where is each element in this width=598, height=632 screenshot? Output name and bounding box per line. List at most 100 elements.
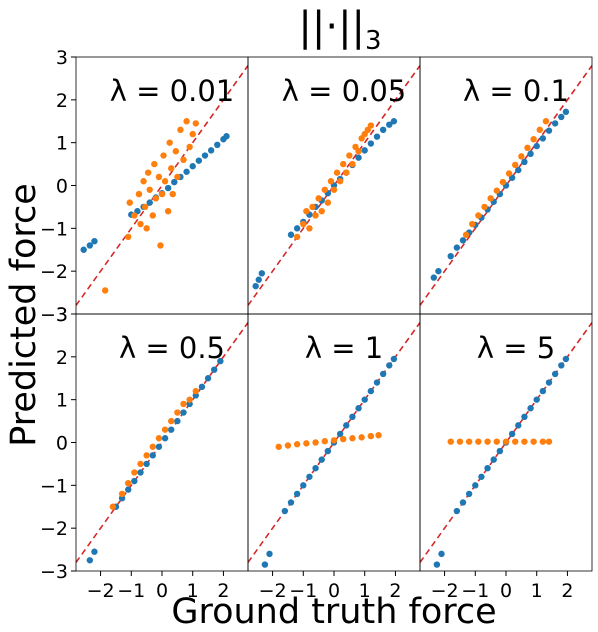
data-point (255, 276, 262, 283)
diagonal-reference-line (248, 322, 420, 563)
y-tick-label: 0 (56, 433, 68, 455)
x-tick-label: 2 (389, 580, 401, 602)
data-point (367, 140, 375, 147)
plot-area (420, 322, 592, 568)
data-point (355, 148, 362, 155)
data-point (527, 405, 534, 412)
data-point (143, 225, 150, 232)
data-point (465, 438, 473, 445)
data-point (284, 442, 292, 449)
data-point (131, 212, 138, 219)
data-point (217, 357, 224, 365)
data-point (168, 165, 175, 172)
x-tick-label: 1 (531, 580, 543, 602)
data-point (151, 160, 158, 168)
x-tick-label: −1 (289, 580, 317, 602)
x-tick-label: 0 (156, 580, 168, 602)
data-point (502, 438, 510, 445)
data-point (562, 355, 570, 363)
data-point (536, 126, 543, 134)
data-point (490, 456, 497, 463)
data-point (164, 208, 172, 215)
data-point (137, 220, 144, 228)
data-point (349, 435, 356, 442)
data-point (475, 438, 482, 445)
data-point (533, 396, 540, 403)
x-tick-label: 2 (217, 580, 229, 602)
data-point (161, 435, 169, 442)
data-point (192, 387, 199, 395)
data-point (207, 147, 215, 154)
data-point (438, 550, 445, 558)
orange-series (109, 387, 199, 510)
data-point (456, 438, 464, 445)
diagonal-reference-line (420, 322, 592, 563)
data-point (524, 144, 531, 152)
figure-title-sub: 3 (365, 26, 382, 56)
data-point (481, 203, 488, 211)
y-tick-label: −3 (40, 561, 68, 583)
data-point (539, 135, 547, 142)
data-point (355, 405, 362, 412)
x-tick-label: 0 (500, 580, 512, 602)
data-point (487, 195, 494, 202)
data-point (508, 430, 516, 438)
y-tick-label: −1 (40, 475, 68, 497)
x-tick-label: −2 (259, 580, 287, 602)
data-point (375, 432, 382, 439)
data-point (336, 430, 344, 438)
data-point (545, 127, 553, 134)
diagonal-reference-line (248, 65, 420, 306)
data-point (86, 557, 94, 564)
data-point (166, 139, 173, 146)
data-point (521, 438, 528, 445)
data-point (171, 178, 178, 186)
data-point (125, 479, 132, 487)
data-point (168, 417, 175, 425)
figure-title-main: ||·|| (298, 4, 366, 50)
data-point (186, 143, 193, 151)
y-tick-label: −2 (40, 261, 68, 283)
data-point (155, 173, 163, 181)
y-tick-label: 2 (56, 90, 68, 112)
data-point (433, 561, 441, 568)
data-point (258, 270, 266, 277)
data-point (330, 186, 338, 193)
figure-title: ||·||3 (250, 4, 430, 56)
orange-series (293, 122, 375, 241)
data-point (303, 440, 310, 447)
data-point (530, 438, 537, 445)
data-point (343, 169, 350, 176)
data-point (459, 237, 467, 244)
data-point (475, 212, 482, 219)
data-point (189, 130, 196, 138)
x-tick-label: −2 (431, 580, 459, 602)
data-point (306, 225, 313, 232)
data-point (172, 148, 180, 155)
data-point (496, 447, 504, 455)
data-point (499, 178, 507, 186)
data-point (355, 154, 362, 161)
data-point (118, 490, 126, 498)
data-point (493, 187, 500, 194)
data-point (201, 152, 209, 159)
data-point (346, 152, 353, 159)
blue-series (430, 108, 570, 281)
data-point (141, 203, 149, 211)
data-point (137, 469, 144, 476)
data-point (126, 199, 133, 206)
data-point (161, 426, 169, 433)
data-point (183, 168, 190, 175)
data-point (336, 178, 344, 185)
data-point (484, 465, 491, 472)
data-point (551, 370, 559, 378)
data-point (164, 184, 172, 192)
data-point (530, 136, 537, 143)
data-point (453, 244, 461, 251)
data-point (281, 507, 289, 515)
data-point (183, 118, 190, 125)
data-point (223, 133, 230, 140)
data-point (533, 142, 540, 150)
blue-series (252, 118, 398, 290)
y-tick-label: 1 (56, 390, 68, 412)
